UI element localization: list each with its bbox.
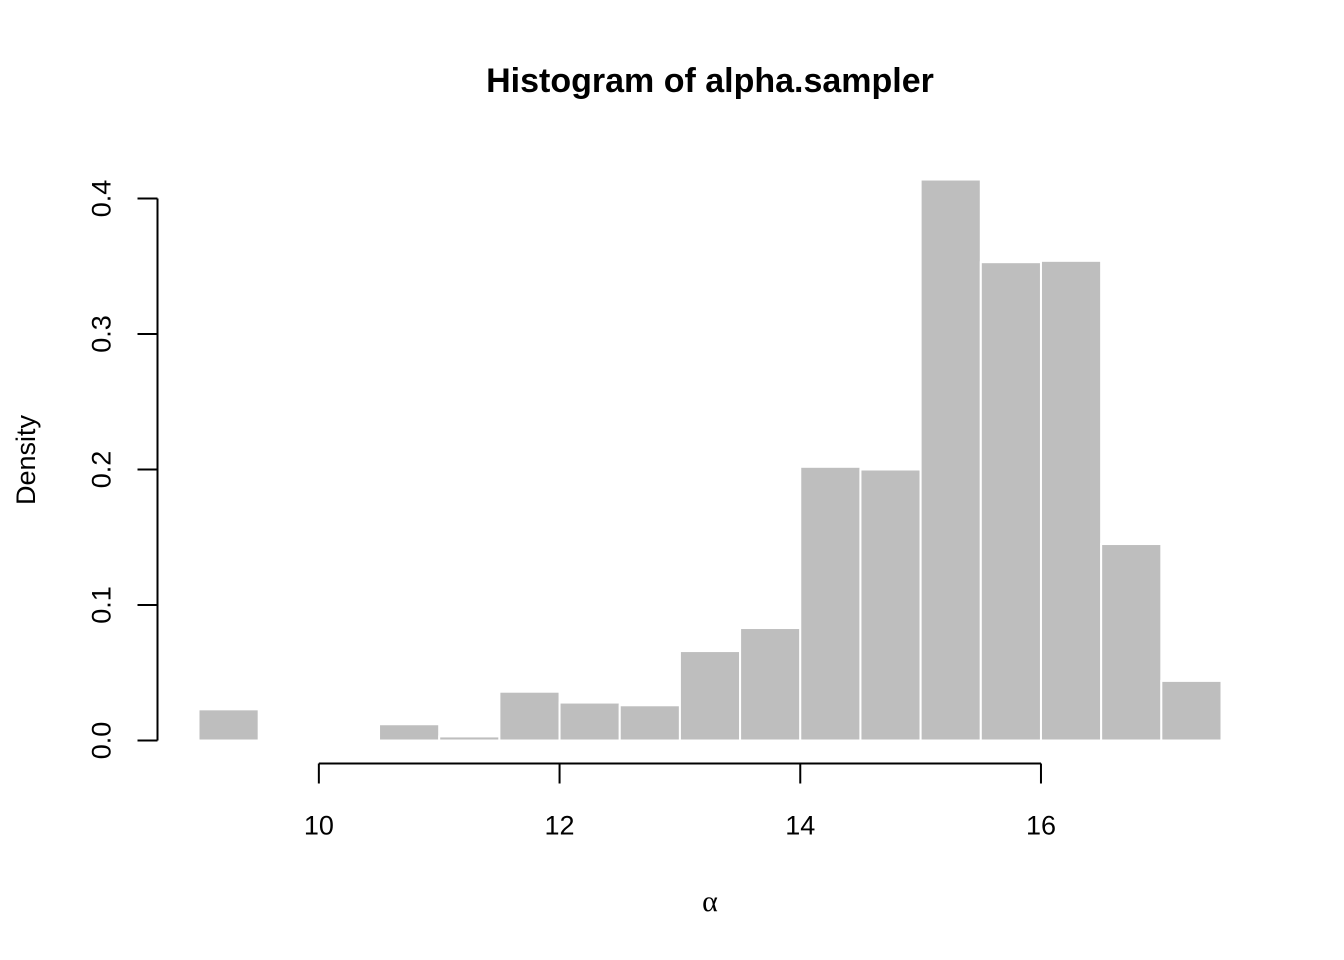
histogram-bar (739, 627, 802, 742)
y-tick-label: 0.2 (87, 451, 117, 489)
histogram-bar (1100, 543, 1163, 742)
histogram-bar (1160, 679, 1223, 742)
histogram-bar (678, 650, 742, 742)
y-tick-label: 0.1 (87, 586, 117, 624)
histogram-bar (498, 690, 561, 742)
histogram-bar (197, 708, 260, 742)
x-tick-label: 16 (1026, 811, 1056, 841)
histogram-bar (919, 178, 982, 742)
histogram-bar (979, 261, 1042, 742)
x-tick-label: 12 (545, 811, 575, 841)
histogram-bar (799, 465, 862, 742)
histogram-bar (618, 704, 681, 742)
y-tick-label: 0.4 (87, 180, 117, 218)
x-axis-label: α (702, 885, 718, 918)
histogram-bar (558, 701, 621, 742)
x-tick-label: 10 (304, 811, 334, 841)
histogram-bar (859, 468, 922, 742)
x-tick-label: 14 (785, 811, 815, 841)
x-axis: 10 12 14 16 (304, 762, 1056, 841)
histogram-bar (438, 735, 501, 742)
histogram-bar (1039, 259, 1103, 742)
y-tick-label: 0.0 (87, 722, 117, 760)
bars-group (197, 178, 1223, 742)
y-axis: 0.0 0.1 0.2 0.3 0.4 (87, 180, 159, 760)
histogram-bar (378, 723, 441, 742)
y-tick-label: 0.3 (87, 315, 117, 353)
y-axis-label: Density (11, 414, 41, 505)
chart-title: Histogram of alpha.sampler (486, 62, 934, 100)
